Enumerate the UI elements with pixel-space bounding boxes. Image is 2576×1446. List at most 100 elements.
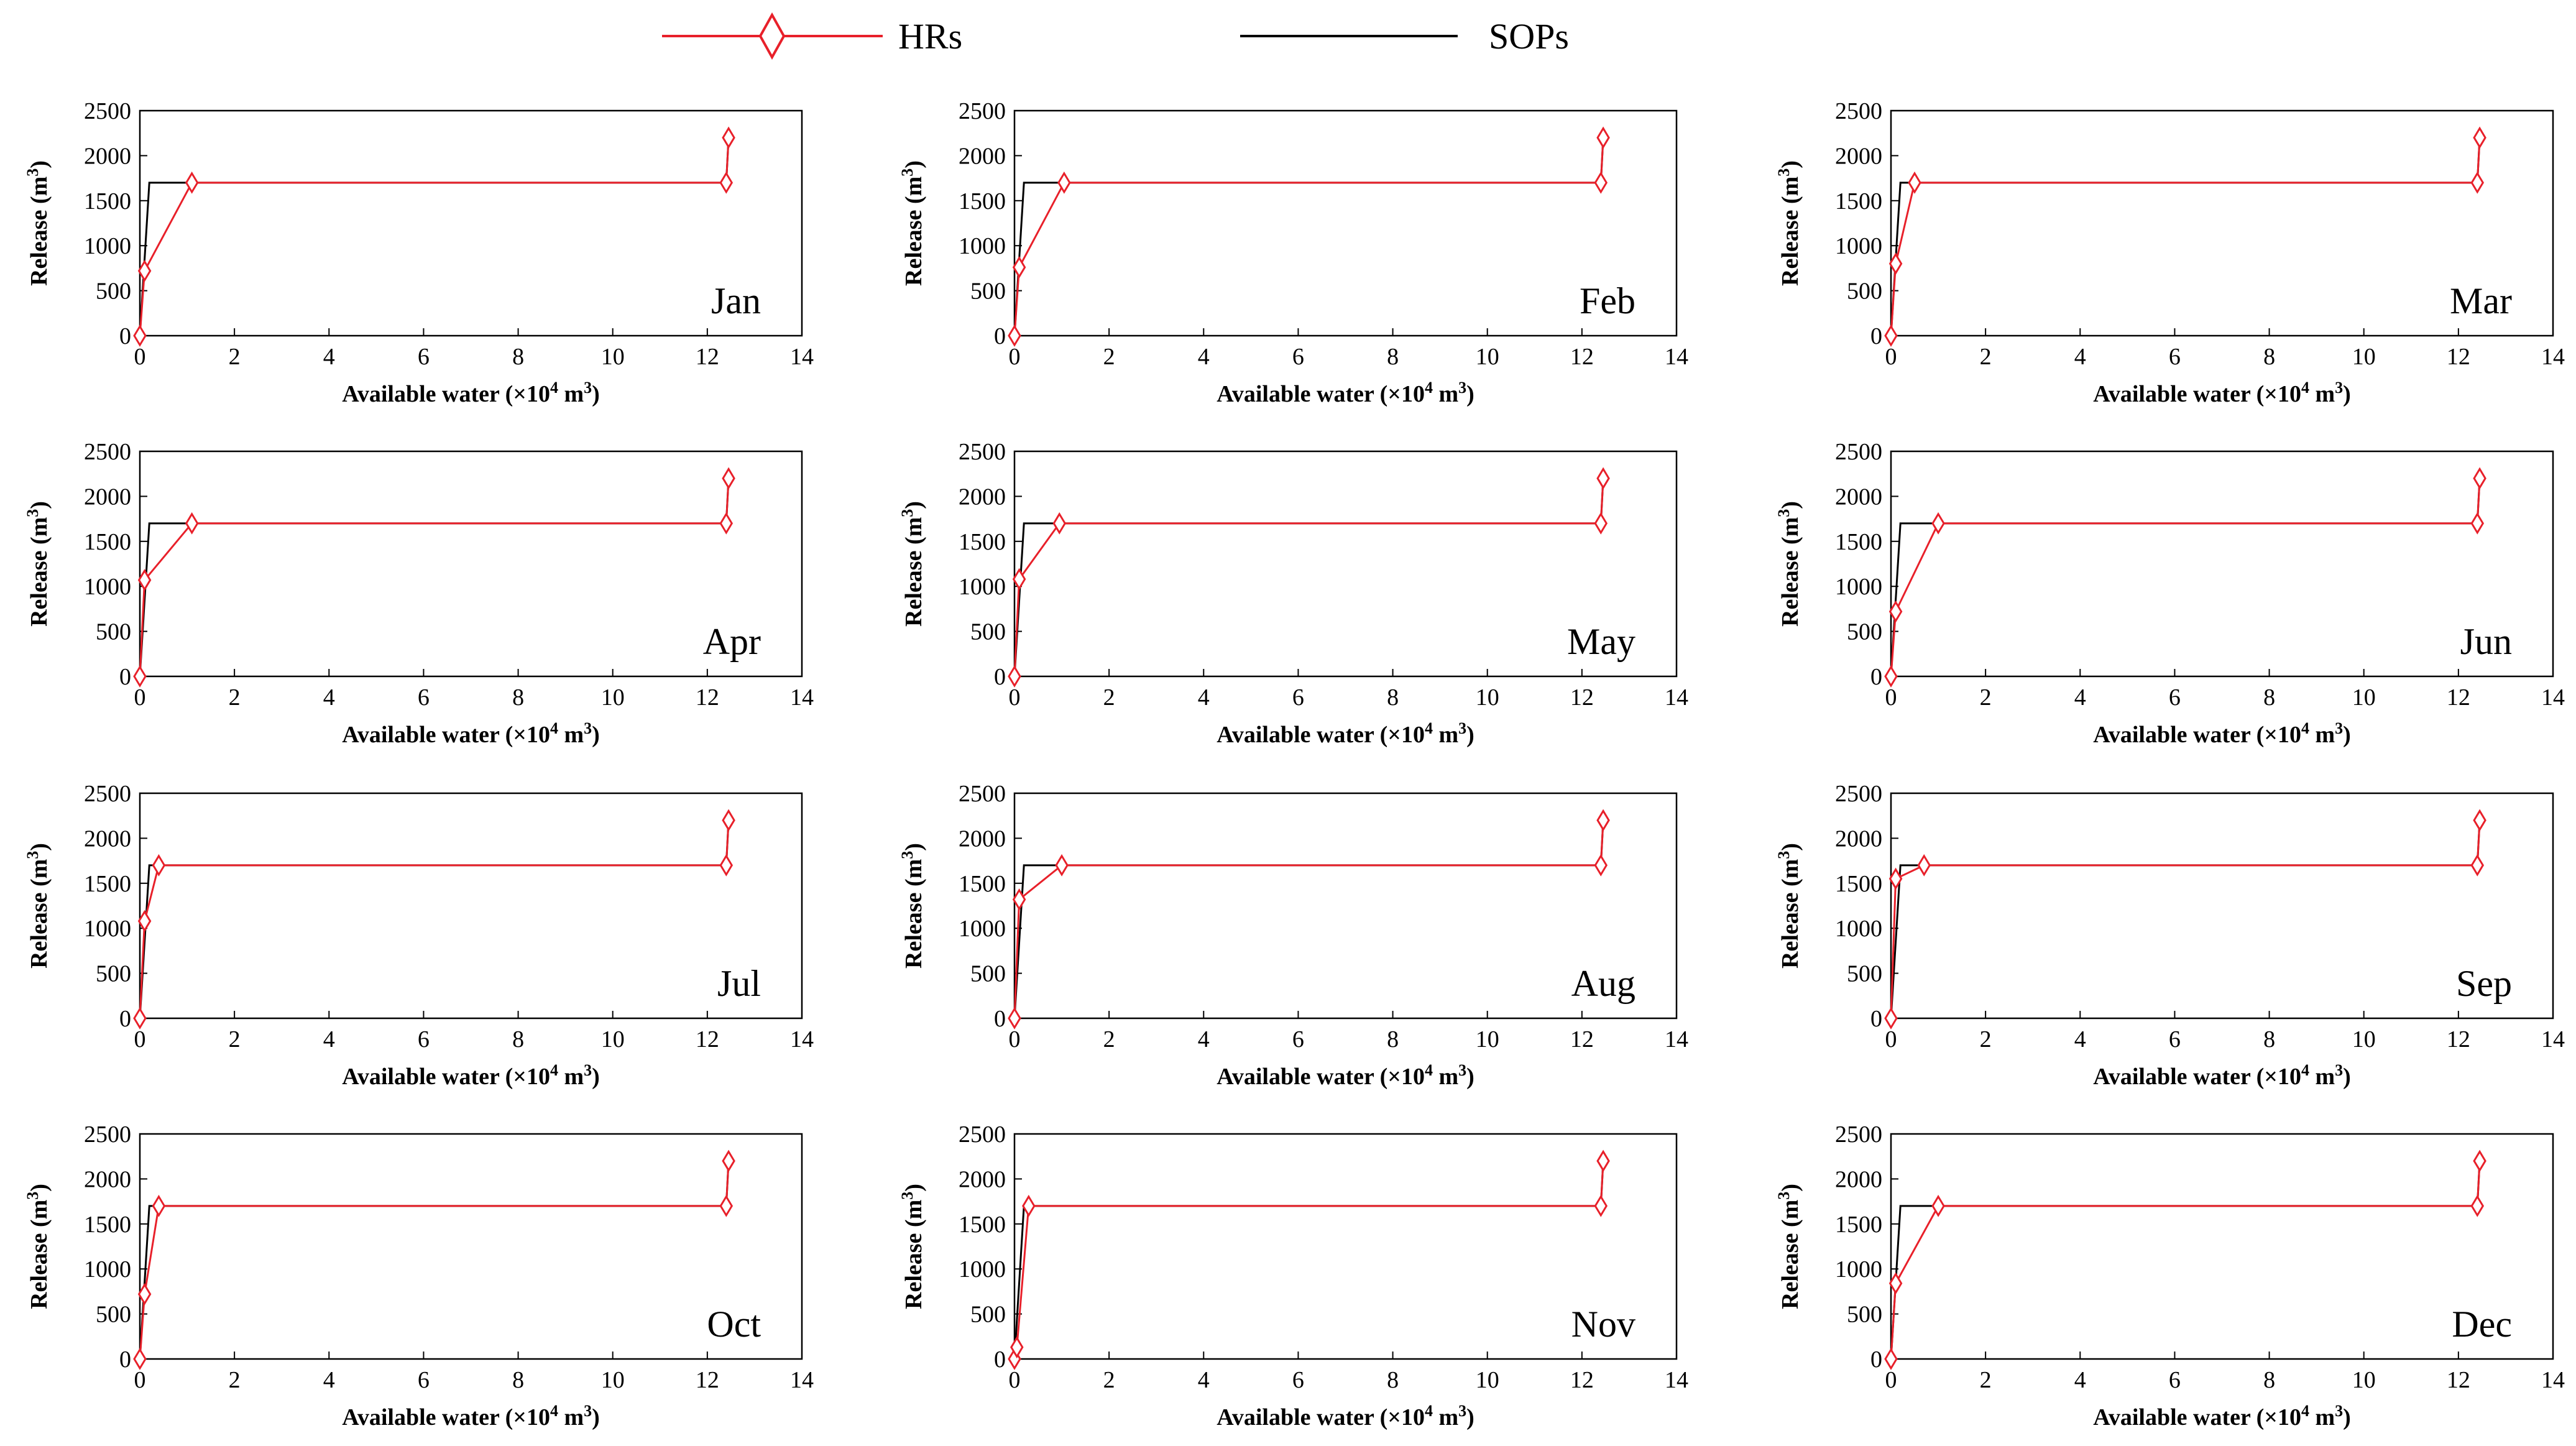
y-axis-title: Release (m3) [24, 843, 52, 969]
x-tick-label: 14 [1665, 1026, 1688, 1052]
x-tick-label: 8 [2263, 1367, 2275, 1393]
x-tick-label: 12 [1570, 1367, 1594, 1393]
x-tick-label: 10 [2352, 1026, 2376, 1052]
legend-hrs-label: HRs [898, 16, 962, 57]
x-tick-label: 12 [1570, 684, 1594, 711]
x-tick-label: 0 [1885, 1026, 1897, 1052]
month-label: Oct [707, 1304, 761, 1345]
y-tick-label: 2000 [959, 143, 1006, 169]
hrs-point [1008, 1007, 1021, 1029]
y-tick-label: 0 [119, 323, 131, 349]
hrs-point [133, 1007, 147, 1029]
y-tick-label: 1500 [1835, 188, 1882, 214]
x-tick-label: 8 [512, 684, 524, 711]
x-tick-label: 6 [418, 684, 430, 711]
x-axis-title: Available water (×104 m3) [2093, 719, 2351, 748]
y-tick-label: 2500 [84, 781, 131, 807]
x-tick-label: 12 [696, 344, 719, 370]
x-axis-title: Available water (×104 m3) [2093, 379, 2351, 407]
month-label: Nov [1571, 1304, 1635, 1345]
x-tick-label: 2 [229, 684, 241, 711]
x-tick-label: 0 [134, 344, 146, 370]
month-label: Mar [2450, 280, 2512, 321]
x-axis-title: Available water (×104 m3) [342, 1061, 600, 1090]
y-tick-label: 2000 [1835, 143, 1882, 169]
panel-aug: 0 500 1000 1500 2000 2500 0 2 4 6 8 10 12 14 Available… [898, 781, 1688, 1090]
x-axis-title: Available water (×104 m3) [342, 379, 600, 407]
hrs-point [152, 1194, 166, 1217]
y-tick-label: 0 [994, 1347, 1006, 1373]
hrs-series-line [1890, 820, 2481, 1019]
y-tick-label: 2500 [959, 439, 1006, 465]
x-tick-label: 0 [1009, 684, 1021, 711]
plot-frame [139, 792, 803, 1020]
x-tick-label: 4 [2074, 1367, 2086, 1393]
y-tick-label: 1000 [959, 574, 1006, 600]
x-tick-label: 14 [2541, 344, 2565, 370]
x-tick-label: 14 [790, 1026, 814, 1052]
x-tick-label: 2 [1980, 1026, 1992, 1052]
x-tick-label: 8 [2263, 344, 2275, 370]
x-tick-label: 12 [2447, 1367, 2470, 1393]
x-tick-label: 10 [1476, 684, 1499, 711]
y-tick-label: 2500 [1835, 1121, 1882, 1148]
hrs-point [1594, 512, 1608, 535]
hrs-point [1594, 1194, 1608, 1217]
month-label: Jun [2460, 621, 2512, 662]
hrs-point [1888, 1272, 1903, 1295]
hrs-point [722, 809, 735, 832]
hrs-point [1012, 256, 1026, 279]
x-tick-label: 8 [2263, 1026, 2275, 1052]
x-tick-label: 0 [1885, 684, 1897, 711]
hrs-point [1888, 252, 1903, 275]
hrs-series-line [1013, 1161, 1604, 1360]
x-axis-title: Available water (×104 m3) [1217, 1061, 1474, 1090]
hrs-series-line [1890, 1161, 2481, 1360]
hrs-series-line [1890, 478, 2481, 677]
month-label: Sep [2456, 963, 2512, 1004]
plot-frame [139, 1133, 803, 1360]
panel-feb: 0 500 1000 1500 2000 2500 0 2 4 6 8 10 12 14 Available… [898, 98, 1688, 407]
hrs-point [1888, 867, 1903, 890]
x-tick-label: 2 [1103, 344, 1115, 370]
y-axis-title: Release (m3) [1775, 1184, 1803, 1309]
y-tick-label: 500 [970, 619, 1006, 645]
y-axis-title: Release (m3) [898, 1184, 927, 1309]
hrs-point [719, 171, 734, 194]
y-tick-label: 1500 [959, 188, 1006, 214]
x-tick-label: 4 [323, 1026, 335, 1052]
hrs-point [1931, 1194, 1945, 1217]
y-tick-label: 2500 [84, 98, 131, 124]
hrs-point [137, 259, 152, 282]
y-tick-label: 1500 [1835, 1212, 1882, 1238]
plot-frame [1013, 792, 1678, 1020]
hrs-point [722, 467, 735, 490]
y-tick-label: 500 [970, 1302, 1006, 1328]
hrs-point [1594, 171, 1608, 194]
x-tick-label: 10 [2352, 344, 2376, 370]
y-tick-label: 2500 [84, 439, 131, 465]
y-tick-label: 1500 [1835, 529, 1882, 555]
x-tick-label: 0 [1885, 1367, 1897, 1393]
x-tick-label: 12 [2447, 684, 2470, 711]
x-tick-label: 2 [1980, 684, 1992, 711]
x-tick-label: 2 [1980, 1367, 1992, 1393]
y-tick-label: 2500 [1835, 98, 1882, 124]
x-tick-label: 8 [1387, 684, 1399, 711]
sops-series-line [1890, 1161, 2481, 1360]
x-tick-label: 2 [229, 1367, 241, 1393]
x-tick-label: 2 [229, 344, 241, 370]
hrs-series-line [139, 478, 730, 677]
y-tick-label: 1000 [1835, 574, 1882, 600]
plot-frame [139, 109, 803, 337]
hrs-point [1908, 171, 1921, 194]
y-tick-label: 1500 [959, 1212, 1006, 1238]
y-axis-title: Release (m3) [1775, 160, 1803, 286]
x-tick-label: 14 [790, 344, 814, 370]
y-tick-label: 1000 [1835, 1256, 1882, 1283]
sops-series-line [1890, 478, 2481, 677]
x-tick-label: 0 [1009, 344, 1021, 370]
y-tick-label: 1000 [84, 1256, 131, 1283]
month-label: Apr [703, 621, 761, 662]
hrs-point [185, 171, 199, 194]
